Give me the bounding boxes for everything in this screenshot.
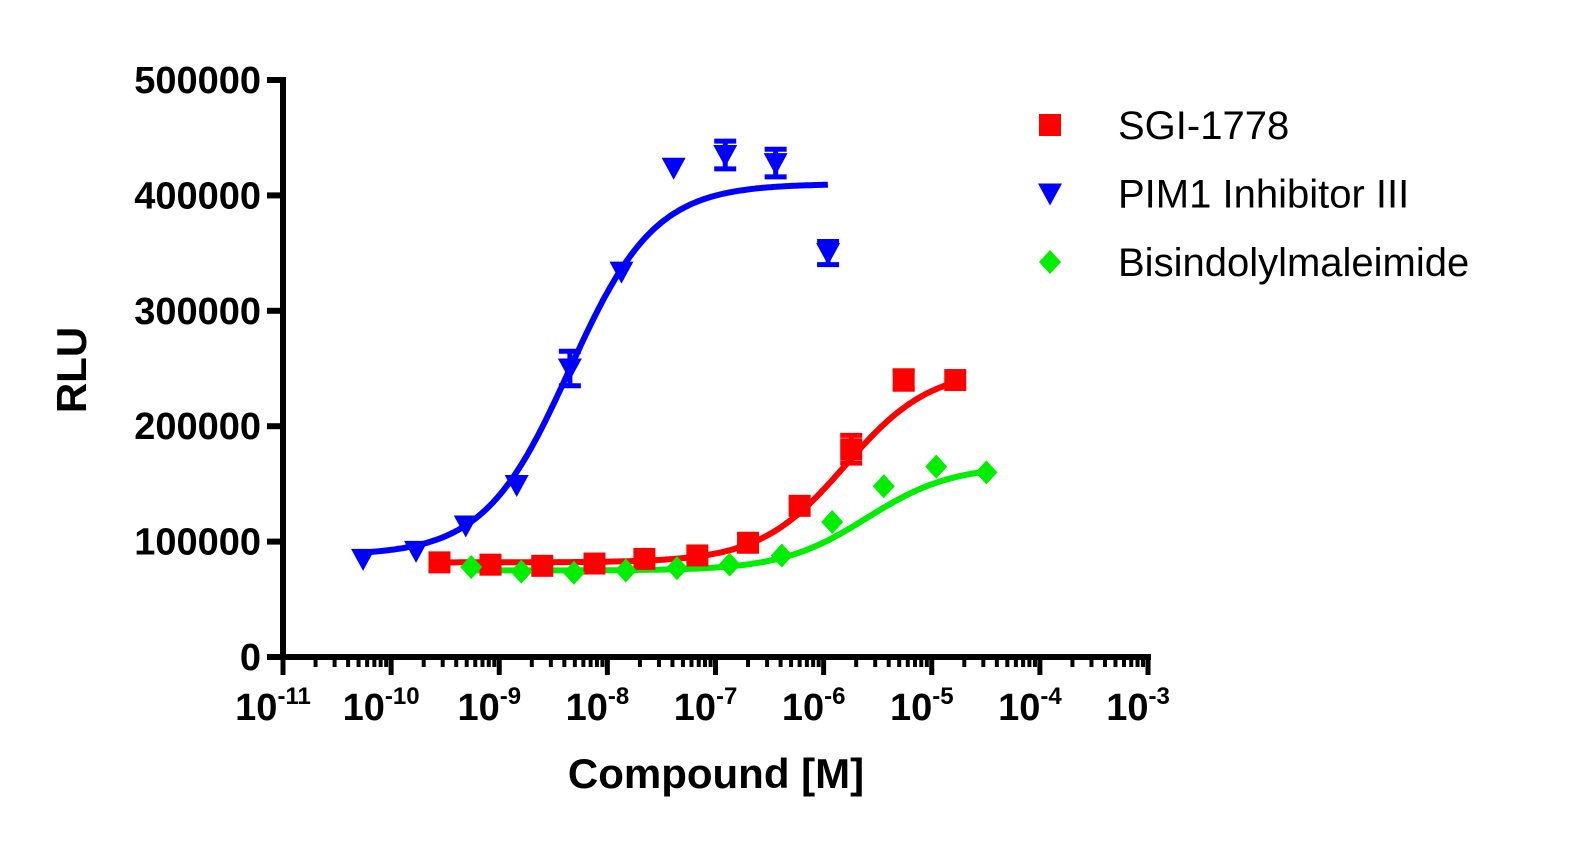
data-points [351, 138, 998, 585]
y-tick-label: 400000 [134, 175, 261, 217]
data-point-triangle [351, 548, 376, 571]
data-point-triangle [713, 145, 738, 168]
data-point-diamond [770, 543, 793, 568]
legend: SGI-1778 PIM1 Inhibitor III Bisindolylmale… [1038, 104, 1469, 285]
data-point-triangle [557, 358, 582, 381]
data-point-diamond [925, 454, 948, 479]
legend-marker-diamond [1039, 250, 1061, 274]
data-point-diamond [821, 509, 844, 534]
data-point-triangle [661, 157, 686, 180]
data-point-diamond [975, 460, 998, 485]
data-point-square [737, 531, 760, 554]
data-point-square [944, 369, 967, 392]
y-tick-label: 200000 [134, 406, 261, 448]
x-tick-label: 10-9 [457, 683, 521, 729]
x-tick-label: 10-11 [235, 683, 311, 729]
legend-label: Bisindolylmaleimide [1118, 241, 1469, 285]
x-tick-label: 10-3 [1106, 683, 1170, 729]
x-tick-label: 10-7 [674, 683, 738, 729]
data-point-diamond [665, 556, 688, 581]
fit-curve-1 [358, 181, 829, 556]
data-point-square [531, 554, 554, 577]
data-point-diamond [614, 558, 637, 583]
y-tick-label: 0 [240, 637, 261, 679]
x-tick-label: 10-8 [566, 683, 630, 729]
data-point-triangle [816, 243, 841, 266]
data-point-diamond [718, 552, 741, 577]
y-tick-label: 100000 [134, 522, 261, 564]
data-point-triangle [453, 515, 478, 538]
data-point-triangle [504, 475, 529, 498]
data-point-square [583, 552, 606, 575]
y-tick-label: 500000 [134, 60, 261, 102]
legend-marker-square [1039, 114, 1061, 136]
y-tick-label: 300000 [134, 291, 261, 333]
data-point-triangle [404, 540, 429, 563]
data-point-square [428, 551, 451, 574]
data-point-diamond [510, 559, 533, 584]
data-point-square [788, 494, 811, 517]
x-tick-label: 10-4 [998, 683, 1062, 729]
y-axis-label: RLU [48, 327, 95, 413]
data-point-triangle [609, 261, 634, 284]
data-point-square [686, 544, 709, 567]
data-point-square [840, 438, 863, 461]
data-point-square [479, 553, 502, 576]
data-point-square [892, 369, 915, 392]
data-point-diamond [562, 560, 585, 585]
data-point-square [633, 547, 656, 570]
x-tick-label: 10-6 [782, 683, 846, 729]
fit-curves [358, 181, 987, 574]
legend-label: PIM1 Inhibitor III [1118, 173, 1409, 217]
x-tick-label: 10-5 [890, 683, 954, 729]
data-point-triangle [763, 153, 788, 176]
legend-label: SGI-1778 [1118, 104, 1289, 148]
data-point-diamond [872, 474, 895, 499]
x-axis-label: Compound [M] [568, 750, 864, 797]
x-tick-label: 10-10 [343, 683, 420, 729]
data-point-diamond [460, 554, 483, 579]
legend-marker-triangle [1038, 183, 1062, 206]
axes: 0 100000 200000 300000 400000 500000 10-11 10-1… [134, 60, 1170, 729]
